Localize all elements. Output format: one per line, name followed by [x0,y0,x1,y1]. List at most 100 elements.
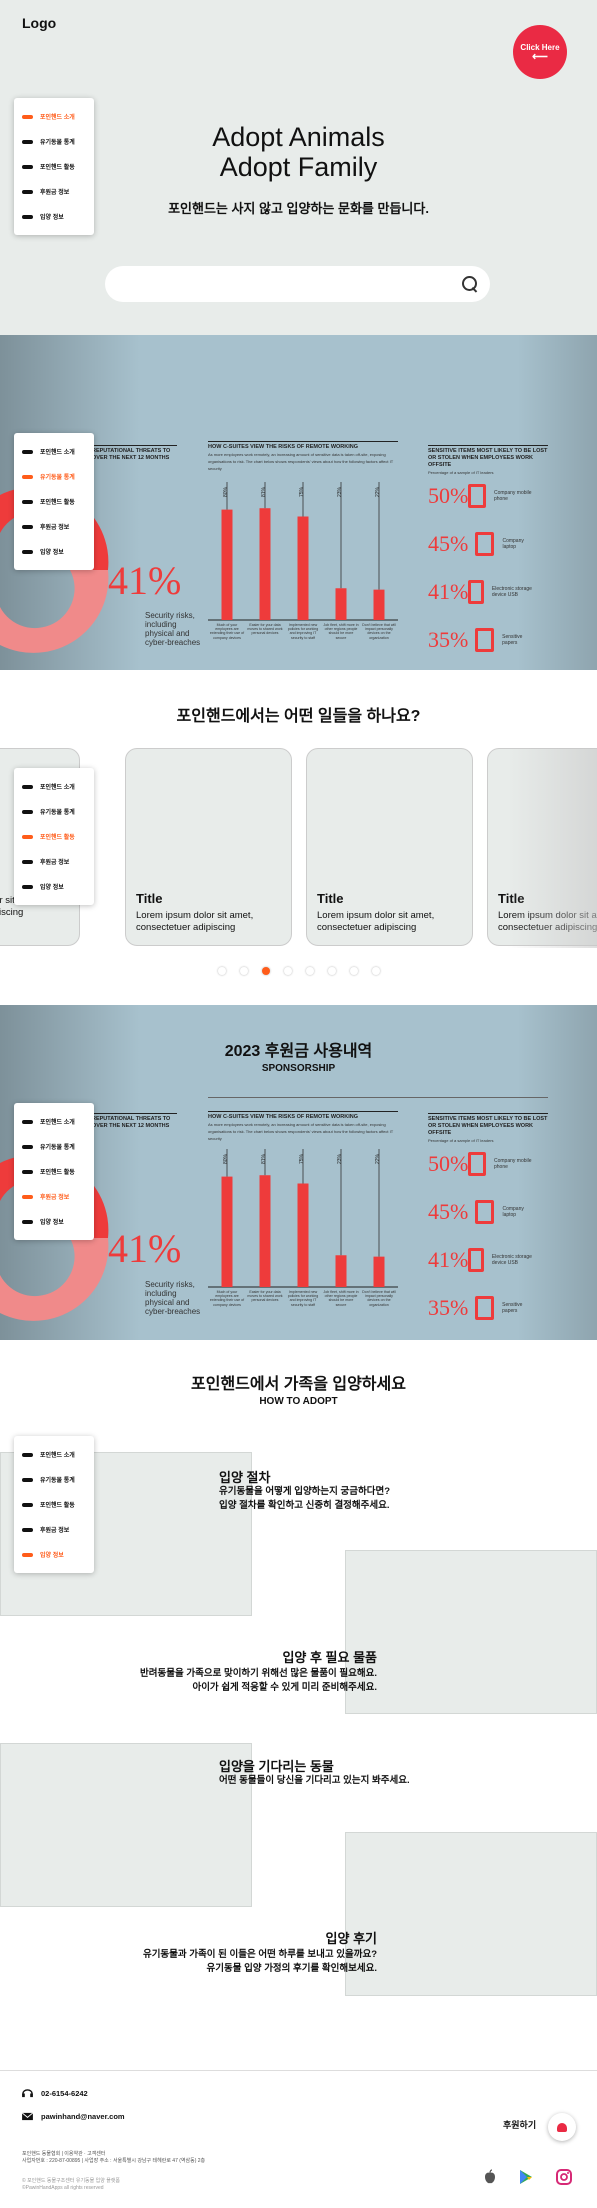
sidebar-bullet-icon [22,1552,33,1557]
sidebar-item[interactable]: 포인핸드 소개 [14,104,94,129]
hero-title-line1: Adopt Animals [212,122,385,152]
carousel-dot[interactable] [283,967,292,975]
sidebar-item[interactable]: 포인핸드 소개 [14,1109,94,1134]
device-icon [468,1152,486,1176]
sidebar-item[interactable]: 유기동물 통계 [14,464,94,489]
sidebar-item-label: 포인핸드 소개 [40,785,75,791]
sidebar-item-label: 포인핸드 활동 [40,500,75,506]
footer-email[interactable]: pawinhand@naver.com [22,2112,125,2121]
step-image[interactable] [0,1743,252,1907]
sidebar-item[interactable]: 후원금 정보 [14,1184,94,1209]
sidebar-item[interactable]: 입양 정보 [14,204,94,229]
hero-title: Adopt Animals Adopt Family [0,122,597,182]
side-stat-row: 41% Electronic storage device USB [428,1247,538,1273]
carousel-dot[interactable] [239,967,248,975]
sidebar-item[interactable]: 포인핸드 활동 [14,1159,94,1184]
sidebar-item[interactable]: 입양 정보 [14,1209,94,1234]
remote-risk-bar-chart: 80% Much of your employees are extending … [208,482,398,640]
sidebar-item[interactable]: 포인핸드 활동 [14,489,94,514]
info-mid-heading: HOW C-SUITES VIEW THE RISKS OF REMOTE WO… [208,1111,398,1142]
sidebar-bullet-icon [22,1194,33,1199]
sidebar-item-label: 유기동물 통계 [40,475,75,481]
sidebar-item[interactable]: 포인핸드 소개 [14,774,94,799]
step-title[interactable]: 입양 후 필요 물품 [282,1650,377,1665]
bar [373,1256,385,1287]
side-stat-percent: 45% [428,531,469,556]
sidebar-bullet-icon [22,214,33,219]
sidebar-item[interactable]: 입양 정보 [14,539,94,564]
sidebar-item[interactable]: 후원금 정보 [14,514,94,539]
click-here-label: Click Here [520,42,560,52]
step-title[interactable]: 입양 절차 [219,1470,271,1485]
step-title[interactable]: 입양 후기 [325,1931,377,1946]
sidebar-item[interactable]: 입양 정보 [14,1542,94,1567]
step-image[interactable] [345,1832,597,1996]
carousel-dot[interactable] [327,967,336,975]
search-input[interactable] [105,266,462,302]
carousel-dot[interactable] [261,967,270,975]
sidebar-bullet-icon [22,1502,33,1507]
sidebar-item[interactable]: 포인핸드 활동 [14,824,94,849]
device-icon [468,484,486,508]
apple-store-icon[interactable] [482,2169,498,2185]
bar-category-label: Job fleet, shift more in other regions p… [323,1290,358,1307]
instagram-icon[interactable] [556,2169,572,2185]
side-stat-row: 50% Company mobile phone [428,1151,538,1177]
sidebar-item[interactable]: 포인핸드 소개 [14,1442,94,1467]
bar-category-label: Much of your employees are extending the… [210,1290,244,1307]
sidebar-item-label: 포인핸드 소개 [40,1120,75,1126]
donate-button[interactable] [548,2113,576,2141]
device-icon [474,1200,495,1224]
device-icon [474,532,495,556]
bar-category-label: Easier for your data moves to shared wor… [247,623,282,635]
sidebar-item[interactable]: 포인핸드 활동 [14,154,94,179]
step-title[interactable]: 입양을 기다리는 동물 [219,1759,334,1774]
sidebar-item-label: 유기동물 통계 [40,1478,75,1484]
adopt-subtitle: HOW TO ADOPT [259,1396,338,1407]
sidebar-item-label: 후원금 정보 [40,190,70,196]
sidebar-bullet-icon [22,1219,33,1224]
step-desc: 반려동물을 가족으로 맞이하기 위해선 많은 물품이 필요해요. 아이가 쉽게 적… [140,1668,377,1693]
google-play-icon[interactable] [518,2169,534,2185]
sidebar-item[interactable]: 후원금 정보 [14,1517,94,1542]
step-image[interactable] [345,1550,597,1714]
sidebar-item[interactable]: 입양 정보 [14,874,94,899]
side-stat-row: 41% Electronic storage device USB [428,579,538,605]
sidebar-bullet-icon [22,164,33,169]
carousel-dot[interactable] [305,967,314,975]
bar-value-label: 22% [375,486,381,497]
bar-category-label: Implemented new policies for working and… [288,623,319,640]
side-stat-label: Company mobile phone [494,490,532,502]
sidebar-item[interactable]: 후원금 정보 [14,179,94,204]
sidebar-item[interactable]: 포인핸드 소개 [14,439,94,464]
activity-card[interactable]: Title Lorem ipsum dolor sit amet, consec… [125,748,292,946]
logo[interactable]: Logo [22,15,57,31]
sidebar-item[interactable]: 유기동물 통계 [14,129,94,154]
search-icon[interactable] [462,276,478,292]
bar [297,516,309,620]
sidebar-bullet-icon [22,549,33,554]
carousel-dot[interactable] [349,967,358,975]
footer-phone[interactable]: 02-6154-6242 [22,2089,88,2098]
sidebar-item[interactable]: 후원금 정보 [14,849,94,874]
side-stat-percent: 41% [428,579,469,604]
activity-card[interactable]: Title Lorem ipsum dolor sit amet, consec… [306,748,473,946]
step-desc: 어떤 동물들이 당신을 기다리고 있는지 봐주세요. [219,1775,410,1786]
side-stat-label: Electronic storage device USB [491,586,532,598]
sidebar-item-label: 유기동물 통계 [40,1145,75,1151]
carousel-dot[interactable] [217,967,226,975]
carousel-dot[interactable] [371,967,380,975]
click-here-button[interactable]: Click Here ⟵ [513,25,567,79]
sidebar-item[interactable]: 포인핸드 활동 [14,1492,94,1517]
sidebar-item[interactable]: 유기동물 통계 [14,1134,94,1159]
sidebar-bullet-icon [22,884,33,889]
card-desc: Lorem ipsum dolor sit amet, consectetuer… [136,910,254,933]
bar [259,1175,271,1287]
search-bar[interactable] [105,266,490,302]
bar-value-label: 81% [261,1153,267,1164]
card-title: Title [317,891,344,906]
sidebar-item[interactable]: 유기동물 통계 [14,1467,94,1492]
side-stat-row: 35% Sensitive papers [428,627,538,653]
sidebar-item[interactable]: 유기동물 통계 [14,799,94,824]
